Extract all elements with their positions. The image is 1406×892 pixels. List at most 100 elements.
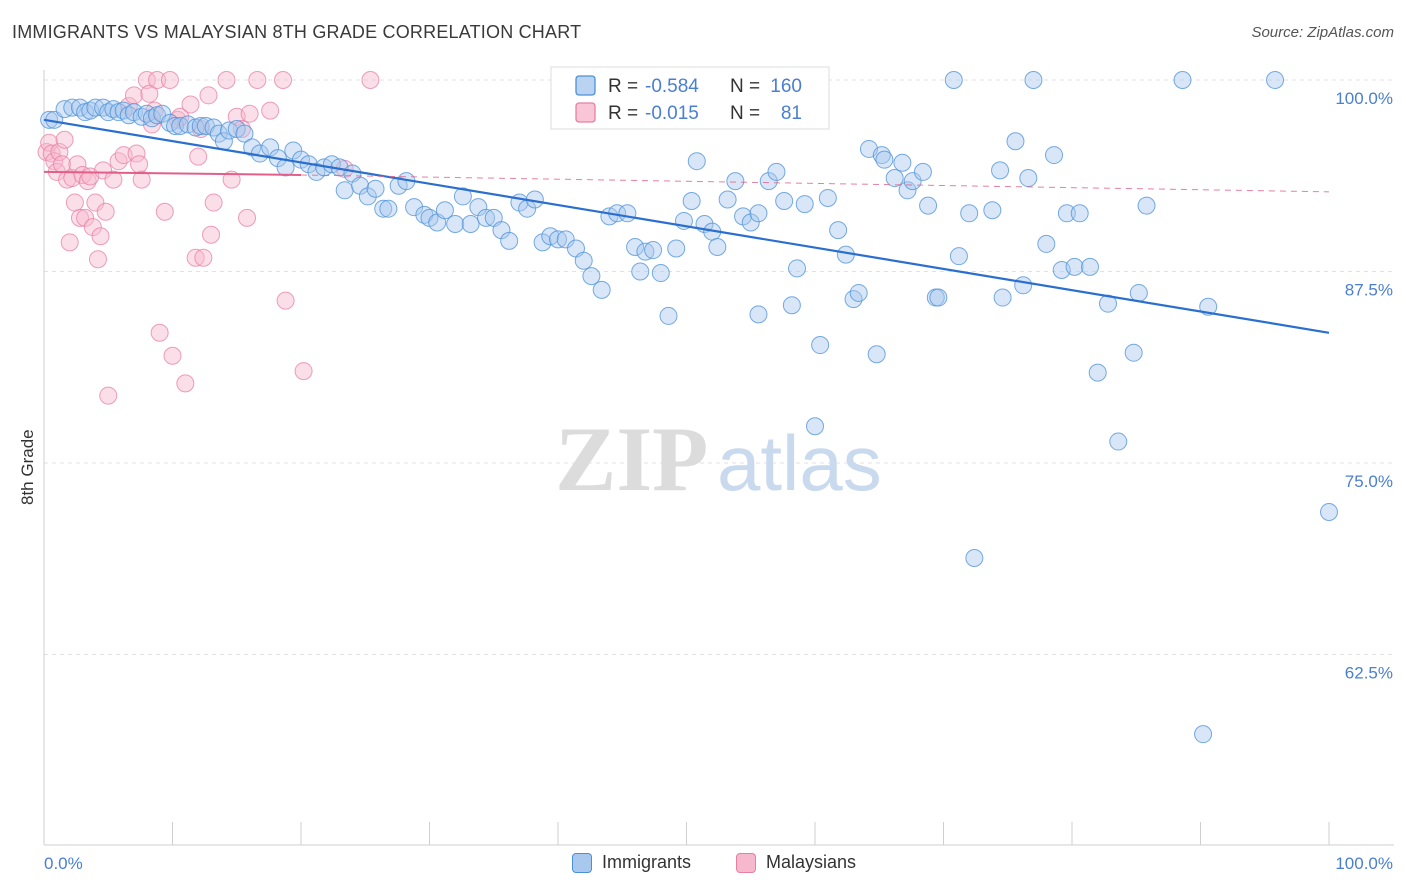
trend-lines [43, 118, 1330, 334]
immigrants-point-104 [788, 259, 807, 278]
immigrants-point-98 [749, 204, 768, 223]
malaysians-point-11 [65, 193, 84, 212]
malaysians-point-63 [294, 362, 313, 381]
malaysians-point-52 [204, 193, 223, 212]
malaysians-point-57 [238, 208, 257, 227]
immigrants-point-130 [991, 161, 1010, 180]
immigrants-point-50 [374, 199, 393, 218]
immigrants-point-21 [166, 116, 185, 135]
y-tick-labels: 62.5% 75.0% 87.5% 100.0% [1335, 89, 1393, 683]
immigrants-point-22 [171, 116, 190, 135]
immigrants-point-94 [718, 190, 737, 209]
immigrants-point-100 [759, 172, 778, 191]
immigrants-point-84 [644, 241, 663, 260]
legend-n-value-0: 160 [770, 76, 802, 97]
x-tick-label-min: 0.0% [44, 854, 83, 873]
immigrants-point-51 [379, 199, 398, 218]
immigrants-point-63 [477, 208, 496, 227]
immigrants-point-118 [893, 153, 912, 172]
malaysians-point-24 [99, 386, 118, 405]
malaysians-point-44 [176, 374, 195, 393]
immigrants-point-137 [1045, 146, 1064, 165]
immigrants-point-146 [1124, 343, 1143, 362]
immigrants-swatch [572, 852, 592, 873]
malaysians-point-33 [137, 71, 156, 89]
legend-r-label-0: R = [608, 76, 638, 97]
legend-top-swatch-1 [575, 102, 596, 123]
immigrants-point-124 [929, 288, 948, 307]
y-tick-label-0: 62.5% [1345, 664, 1393, 683]
y-tick-label-2: 87.5% [1345, 281, 1393, 300]
immigrants-point-83 [636, 242, 655, 261]
immigrants-point-82 [631, 262, 650, 281]
immigrants-point-61 [461, 215, 480, 234]
legend-item-immigrants[interactable]: Immigrants [572, 852, 691, 873]
immigrants-point-115 [872, 146, 891, 165]
immigrants-point-134 [1019, 169, 1038, 188]
immigrants-point-89 [682, 192, 701, 211]
immigrants-point-59 [446, 215, 465, 234]
immigrants-point-122 [919, 196, 938, 215]
immigrants-point-102 [775, 192, 794, 211]
malaysians-point-46 [186, 248, 205, 267]
malaysians-point-14 [73, 165, 92, 184]
malaysians-point-25 [104, 170, 123, 189]
immigrants-point-60 [453, 187, 472, 206]
malaysians-point-62 [276, 291, 295, 310]
immigrants-point-125 [944, 71, 963, 89]
immigrants-point-149 [1173, 71, 1192, 89]
immigrants-trend-line [43, 118, 1330, 334]
grid-lines [44, 79, 1394, 655]
malaysians-point-65 [361, 71, 380, 89]
immigrants-point-93 [708, 237, 727, 256]
legend-label-immigrants: Immigrants [602, 852, 692, 872]
malaysians-point-51 [202, 225, 221, 244]
malaysians-point-18 [83, 218, 102, 237]
immigrants-point-128 [965, 548, 984, 567]
malaysians-point-20 [88, 250, 107, 269]
immigrants-point-101 [767, 162, 786, 181]
malaysians-point-30 [127, 144, 146, 163]
malaysians-point-39 [155, 202, 174, 221]
immigrants-point-13 [119, 106, 138, 125]
malaysians-points [37, 71, 380, 405]
malaysians-point-60 [261, 101, 280, 120]
x-tick-labels: 0.0% 100.0% [44, 854, 1393, 873]
legend-item-malaysians[interactable]: Malaysians [736, 852, 856, 873]
legend-top-swatch-0 [575, 75, 596, 96]
immigrants-point-107 [811, 336, 830, 355]
legend-n-label-1: N = [730, 103, 760, 124]
malaysians-point-47 [189, 147, 208, 166]
malaysians-point-37 [148, 71, 167, 89]
malaysians-point-1 [40, 133, 59, 152]
immigrants-point-141 [1070, 204, 1089, 223]
legend-label-malaysians: Malaysians [766, 852, 857, 872]
immigrants-point-75 [574, 251, 593, 270]
malaysians-point-22 [94, 161, 113, 180]
immigrants-point-17 [142, 109, 161, 128]
y-axis-label: 8th Grade [18, 429, 37, 505]
malaysians-point-49 [194, 248, 213, 267]
malaysians-point-7 [55, 130, 74, 149]
immigrants-point-152 [1266, 71, 1285, 89]
malaysians-point-43 [171, 107, 190, 126]
malaysians-trend-line [43, 170, 302, 176]
malaysians-trend-extension [300, 174, 1330, 193]
immigrants-point-90 [687, 152, 706, 171]
immigrants-point-77 [592, 280, 611, 299]
malaysians-point-41 [163, 346, 182, 365]
immigrants-point-99 [749, 305, 768, 324]
immigrants-point-30 [220, 121, 239, 140]
immigrants-point-105 [795, 195, 814, 214]
axes [43, 70, 1394, 846]
malaysians-point-38 [150, 323, 169, 342]
immigrants-point-143 [1088, 363, 1107, 382]
malaysians-point-19 [86, 193, 105, 212]
legend-r-value-0: -0.584 [645, 76, 699, 97]
malaysians-point-21 [91, 227, 110, 246]
immigrants-point-106 [806, 417, 824, 436]
malaysians-point-58 [240, 104, 259, 123]
malaysians-point-40 [160, 71, 179, 89]
immigrants-point-27 [204, 118, 223, 137]
immigrants-point-121 [913, 162, 932, 181]
